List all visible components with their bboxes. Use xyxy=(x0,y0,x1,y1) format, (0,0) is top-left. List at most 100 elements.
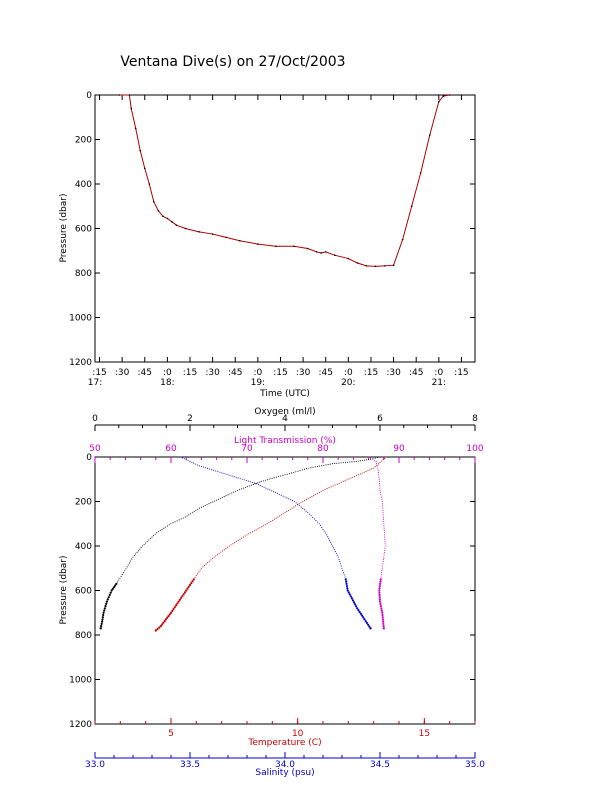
light-point xyxy=(383,554,385,556)
salinity-point xyxy=(213,469,215,471)
oxygen-point xyxy=(238,489,241,491)
oxygen-point xyxy=(200,506,202,508)
oxygen-point xyxy=(119,577,121,579)
salinity-point xyxy=(297,503,299,505)
salinity-point xyxy=(278,493,280,495)
salinity-point xyxy=(332,547,335,549)
temperature-point xyxy=(167,614,170,618)
pressure-point xyxy=(428,134,431,136)
temperature-point xyxy=(369,469,371,471)
light-point xyxy=(378,593,381,597)
oxygen-point xyxy=(363,459,365,461)
pressure-point xyxy=(257,243,259,245)
temperature-point xyxy=(270,520,272,523)
salinity-point xyxy=(339,561,341,563)
temperature-point xyxy=(250,532,252,534)
x-tick-label: :15 xyxy=(364,368,378,378)
temperature-point xyxy=(363,471,365,473)
oxygen-point xyxy=(157,530,160,533)
salinity-point xyxy=(346,589,349,592)
x-tick-label: :30 xyxy=(386,368,401,378)
temperature-point xyxy=(338,482,340,484)
salinity-point xyxy=(333,549,335,551)
oxygen-point xyxy=(146,541,148,543)
oxygen-point xyxy=(233,491,235,493)
oxygen-point xyxy=(273,477,275,479)
pressure-point xyxy=(438,100,440,103)
temperature-point xyxy=(264,524,266,526)
temperature-point xyxy=(280,514,283,516)
salinity-point xyxy=(280,494,282,496)
oxygen-series xyxy=(99,456,381,630)
y-tick-label: 1000 xyxy=(69,676,92,686)
salinity-point xyxy=(365,621,368,624)
temperature-point xyxy=(228,545,230,547)
salinity-point xyxy=(323,530,325,532)
oxygen-point xyxy=(168,524,170,526)
temperature-point xyxy=(381,460,383,462)
light-point xyxy=(382,565,384,567)
salinity-point xyxy=(328,538,330,540)
light-point xyxy=(379,492,382,494)
temperature-point xyxy=(324,488,326,491)
temperature-point xyxy=(320,490,322,492)
temperature-axis-label: Temperature (C) xyxy=(247,738,321,748)
light-point xyxy=(382,622,385,625)
oxygen-point xyxy=(242,487,244,489)
pressure-point xyxy=(134,127,137,130)
temperature-point xyxy=(248,533,250,535)
temperature-point xyxy=(275,517,277,519)
salinity-point xyxy=(211,469,213,471)
oxygen-point xyxy=(148,539,150,541)
temperature-point xyxy=(164,618,168,621)
oxygen-point xyxy=(110,589,113,592)
oxygen-point xyxy=(325,464,327,466)
oxygen-point xyxy=(327,463,329,466)
oxygen-point xyxy=(303,468,305,470)
salinity-point xyxy=(245,479,247,482)
light-point xyxy=(380,609,383,612)
light-point xyxy=(381,498,383,500)
oxygen-point xyxy=(103,607,106,610)
temperature-point xyxy=(344,480,346,482)
x-tick-label: :30 xyxy=(115,368,130,378)
salinity-point xyxy=(345,582,348,585)
temperature-point xyxy=(376,464,378,466)
oxygen-point xyxy=(182,517,184,519)
oxygen-point xyxy=(101,620,104,623)
x-tick-label: :0 xyxy=(253,368,262,378)
oxygen-point xyxy=(193,510,195,513)
oxygen-point xyxy=(353,461,355,463)
temperature-point xyxy=(174,604,178,607)
salinity-point xyxy=(225,473,227,475)
pressure-point xyxy=(315,251,318,253)
salinity-point xyxy=(293,500,296,503)
temperature-point xyxy=(291,507,293,509)
light-point xyxy=(382,514,384,516)
oxygen-point xyxy=(282,474,284,476)
temperature-point xyxy=(385,456,387,458)
temperature-point xyxy=(215,555,217,557)
oxygen-point xyxy=(258,481,260,483)
temperature-point xyxy=(218,552,220,554)
light-point xyxy=(384,536,386,538)
y-tick-label: 1200 xyxy=(69,720,92,730)
salinity-point xyxy=(349,595,352,598)
oxygen-point xyxy=(323,464,325,466)
salinity-point xyxy=(352,601,356,604)
light-point xyxy=(380,576,382,578)
temperature-point xyxy=(154,629,157,632)
oxygen-point xyxy=(176,520,178,522)
x-tick-label: :45 xyxy=(138,368,152,378)
salinity-point xyxy=(239,478,241,480)
oxygen-point xyxy=(318,465,321,467)
light-point xyxy=(373,459,375,461)
oxygen-point xyxy=(293,471,295,473)
temperature-point xyxy=(221,550,224,552)
x-tick-label: :0 xyxy=(163,368,172,378)
oxygen-point xyxy=(204,504,206,507)
light-point xyxy=(379,602,382,605)
salinity-point xyxy=(342,569,344,572)
temperature-point xyxy=(176,602,179,605)
temperature-point xyxy=(168,613,171,616)
